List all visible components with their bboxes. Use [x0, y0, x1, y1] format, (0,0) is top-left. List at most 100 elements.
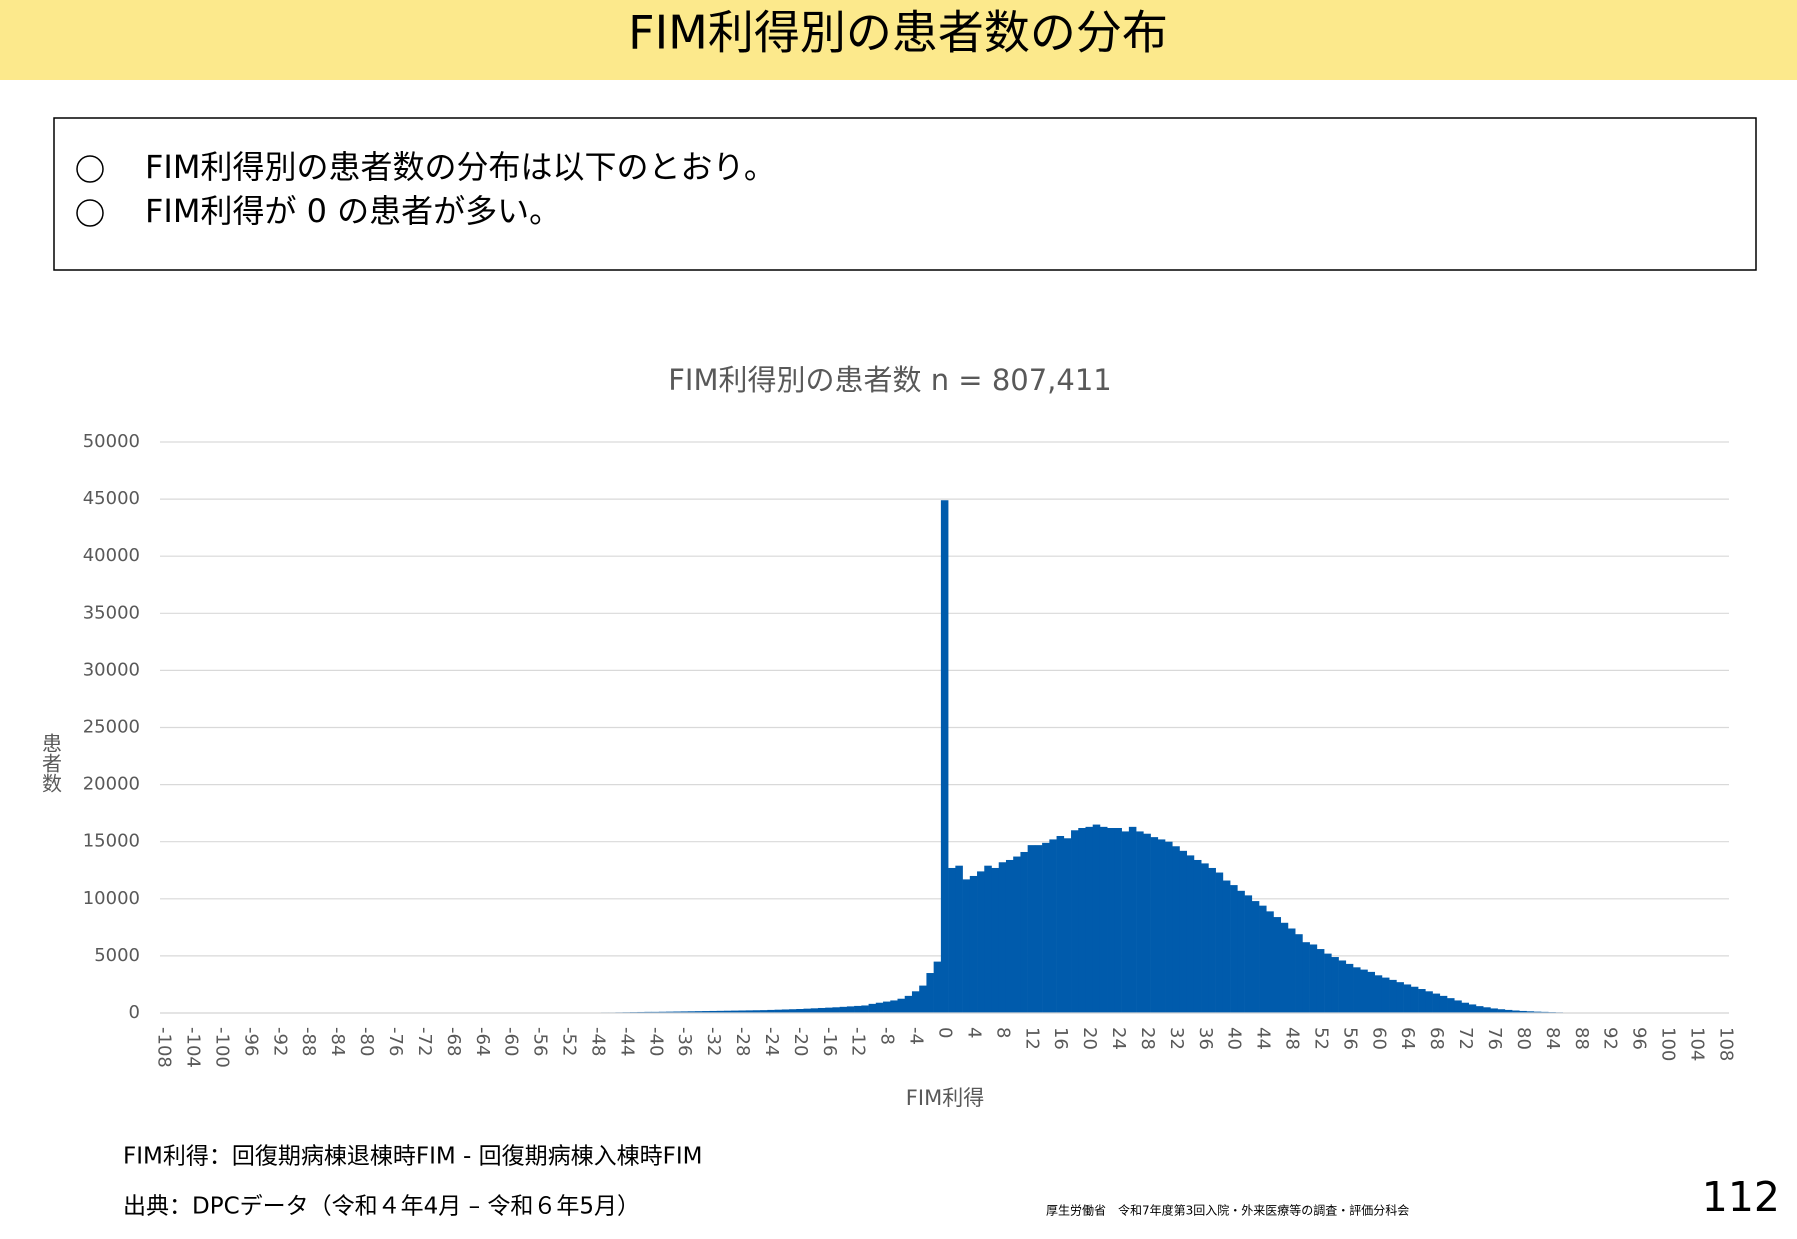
- x-tick-label: 84: [1542, 1027, 1563, 1050]
- bar: [1186, 855, 1195, 1013]
- bar: [1345, 963, 1354, 1013]
- bar: [1107, 827, 1115, 1013]
- bar: [1389, 979, 1397, 1013]
- x-tick-label: 96: [1629, 1027, 1650, 1050]
- bar: [940, 500, 949, 1013]
- bar: [709, 1010, 718, 1013]
- bar: [861, 1005, 869, 1013]
- x-tick-label: -28: [732, 1027, 753, 1056]
- bar: [1078, 827, 1086, 1013]
- x-tick-label: -108: [154, 1027, 175, 1068]
- x-tick-label: -68: [443, 1027, 464, 1056]
- bar: [1410, 986, 1419, 1013]
- bar: [1237, 890, 1245, 1013]
- bar: [702, 1011, 710, 1013]
- x-tick-label: -8: [877, 1027, 898, 1045]
- bar: [1179, 850, 1188, 1013]
- x-tick-label: 92: [1600, 1027, 1621, 1050]
- x-tick-label: -48: [587, 1027, 608, 1056]
- x-tick-label: 60: [1368, 1027, 1389, 1050]
- x-tick-label: -100: [211, 1027, 232, 1068]
- bar: [1353, 967, 1361, 1013]
- bar: [1244, 895, 1253, 1013]
- bar: [1049, 839, 1057, 1013]
- bar: [977, 871, 985, 1013]
- bar: [731, 1010, 739, 1013]
- x-tick-label: 76: [1484, 1027, 1505, 1050]
- bar: [1309, 944, 1318, 1013]
- bar: [846, 1006, 855, 1013]
- bar: [868, 1003, 877, 1013]
- bar: [1208, 867, 1216, 1013]
- bar: [948, 867, 956, 1013]
- x-tick-label: -20: [790, 1027, 811, 1056]
- x-tick-label: -32: [703, 1027, 724, 1056]
- bar: [1439, 995, 1448, 1013]
- bar: [673, 1011, 681, 1013]
- bar: [1266, 911, 1274, 1013]
- bar: [1432, 993, 1441, 1013]
- bar: [1172, 846, 1180, 1013]
- x-tick-label: -44: [616, 1027, 637, 1056]
- bar: [1526, 1011, 1535, 1013]
- bar: [998, 862, 1007, 1013]
- summary-line: FIM利得が 0 の患者が多い。: [145, 192, 561, 230]
- bar: [1121, 831, 1130, 1013]
- bar: [1005, 859, 1014, 1013]
- bar: [969, 875, 978, 1013]
- x-tick-label: 100: [1658, 1027, 1679, 1061]
- chart-title: FIM利得別の患者数 n = 807,411: [668, 363, 1112, 397]
- x-tick-label: -96: [240, 1027, 261, 1056]
- bar: [897, 998, 906, 1013]
- x-axis-label: FIM利得: [906, 1086, 984, 1110]
- bar: [1512, 1010, 1520, 1013]
- bar: [752, 1010, 761, 1013]
- bar: [1396, 982, 1404, 1013]
- bar: [1165, 841, 1173, 1013]
- x-tick-label: 16: [1050, 1027, 1071, 1050]
- bar: [1280, 922, 1289, 1013]
- bar: [1230, 885, 1238, 1013]
- x-tick-label: 72: [1455, 1027, 1476, 1050]
- x-tick-label: 12: [1021, 1027, 1042, 1050]
- x-tick-label: 0: [935, 1027, 956, 1038]
- bar: [1042, 842, 1050, 1013]
- bar: [1295, 934, 1303, 1013]
- bar: [1338, 960, 1347, 1013]
- bar: [1063, 838, 1072, 1013]
- bar: [911, 991, 920, 1013]
- x-tick-label: -4: [906, 1027, 927, 1045]
- page-number: 112: [1702, 1173, 1780, 1221]
- source-org: 厚生労働省 令和7年度第3回入院・外来医療等の調査・評価分科会: [1046, 1203, 1409, 1218]
- summary-line: FIM利得別の患者数の分布は以下のとおり。: [145, 148, 776, 186]
- bar: [1367, 971, 1376, 1013]
- bar: [1071, 830, 1079, 1013]
- x-tick-label: 52: [1310, 1027, 1331, 1050]
- footnote: 出典：DPCデータ（令和４年4月 – 令和６年5月）: [123, 1194, 640, 1220]
- bar: [1128, 826, 1137, 1013]
- bar: [1013, 856, 1021, 1013]
- bar: [1475, 1006, 1484, 1013]
- y-tick-label: 25000: [83, 717, 140, 738]
- x-tick-label: -24: [761, 1027, 782, 1056]
- x-tick-label: 4: [963, 1027, 984, 1038]
- bar: [919, 985, 927, 1013]
- x-tick-label: 24: [1108, 1027, 1129, 1050]
- bar: [1418, 989, 1426, 1013]
- bar: [789, 1009, 797, 1013]
- y-tick-label: 10000: [83, 888, 140, 909]
- bar: [666, 1011, 674, 1013]
- bar: [854, 1005, 862, 1013]
- y-tick-label: 50000: [83, 431, 140, 452]
- bar: [1519, 1010, 1527, 1013]
- y-axis-label: 患者数: [39, 733, 63, 793]
- x-tick-label: -76: [385, 1027, 406, 1056]
- x-tick-label: -36: [674, 1027, 695, 1056]
- bar: [839, 1006, 848, 1013]
- bar: [1454, 1000, 1462, 1013]
- bar: [767, 1009, 775, 1013]
- summary-box: [53, 117, 1757, 271]
- y-tick-label: 35000: [83, 602, 140, 623]
- x-tick-label: -56: [530, 1027, 551, 1056]
